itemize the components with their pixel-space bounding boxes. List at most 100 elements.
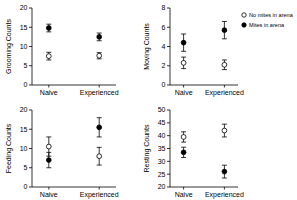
y-tick-label: 15 xyxy=(20,24,28,31)
point xyxy=(46,144,51,149)
x-tick xyxy=(48,187,49,190)
error-cap xyxy=(181,51,186,52)
error-bar xyxy=(46,152,51,167)
y-tick xyxy=(29,187,32,188)
legend-marker xyxy=(242,13,246,17)
point xyxy=(46,26,51,31)
error-bar xyxy=(97,118,102,137)
y-tick-label: 45 xyxy=(158,119,166,126)
y-tick xyxy=(167,122,170,123)
marks xyxy=(181,124,227,178)
point xyxy=(222,169,227,174)
error-cap xyxy=(97,33,102,34)
error-cap xyxy=(222,38,227,39)
y-tick xyxy=(29,129,32,130)
error-bar xyxy=(46,24,51,32)
y-tick xyxy=(29,65,32,66)
y-tick xyxy=(167,110,170,111)
y-tick-label: 5 xyxy=(24,62,28,69)
y-axis-label: Feeding Counts xyxy=(5,123,13,173)
legend-label: No mites in arena xyxy=(249,12,294,18)
error-cap xyxy=(46,152,51,153)
error-cap xyxy=(181,157,186,158)
y-tick-label: 8 xyxy=(162,4,166,11)
error-cap xyxy=(181,68,186,69)
y-tick xyxy=(167,46,170,47)
y-tick-label: 2 xyxy=(162,62,166,69)
x-axis xyxy=(170,187,238,188)
error-bar xyxy=(222,124,227,137)
point xyxy=(181,150,186,155)
y-tick xyxy=(167,174,170,175)
y-tick-label: 0 xyxy=(24,81,28,88)
x-tick-label: Experienced xyxy=(205,89,244,97)
y-tick xyxy=(29,27,32,28)
point xyxy=(181,40,186,45)
error-cap xyxy=(97,136,102,137)
x-tick-label: Naive xyxy=(40,89,58,96)
x-tick-label: Experienced xyxy=(80,191,119,199)
y-tick xyxy=(167,148,170,149)
y-tick-label: 5 xyxy=(24,164,28,171)
error-bar xyxy=(46,52,51,60)
error-cap xyxy=(222,124,227,125)
error-cap xyxy=(222,59,227,60)
point xyxy=(46,54,51,59)
error-cap xyxy=(97,117,102,118)
error-cap xyxy=(181,131,186,132)
y-tick xyxy=(167,187,170,188)
y-axis-label: Moving Counts xyxy=(143,23,151,70)
panel: 20253035404550NaiveExperiencedResting Co… xyxy=(143,106,244,199)
x-axis xyxy=(170,85,238,86)
error-bar xyxy=(97,53,102,59)
x-tick xyxy=(99,85,100,88)
error-cap xyxy=(222,69,227,70)
y-tick-label: 10 xyxy=(20,145,28,152)
panel: 05101520NaiveExperiencedGrooming Counts xyxy=(5,4,119,97)
y-tick-label: 20 xyxy=(20,4,28,11)
x-tick xyxy=(99,187,100,190)
error-cap xyxy=(181,33,186,34)
y-tick-label: 0 xyxy=(24,183,28,190)
point xyxy=(222,28,227,33)
y-tick-label: 40 xyxy=(158,132,166,139)
error-bar xyxy=(222,21,227,38)
y-tick-label: 30 xyxy=(158,158,166,165)
marks xyxy=(46,24,101,60)
point xyxy=(97,53,102,58)
point xyxy=(97,154,102,159)
point xyxy=(46,158,51,163)
x-tick-label: Naive xyxy=(40,191,58,198)
error-bar xyxy=(222,60,227,70)
figure: 05101520NaiveExperiencedGrooming Counts0… xyxy=(0,0,297,200)
x-tick-label: Naive xyxy=(175,191,193,198)
x-axis xyxy=(32,85,116,86)
x-tick-label: Experienced xyxy=(80,89,119,97)
error-cap xyxy=(222,136,227,137)
point xyxy=(97,125,102,130)
y-tick xyxy=(29,46,32,47)
x-axis xyxy=(32,187,116,188)
error-cap xyxy=(46,24,51,25)
y-tick-label: 4 xyxy=(162,43,166,50)
panel: 05101520NaiveExperiencedFeeding Counts xyxy=(5,106,119,199)
y-tick xyxy=(167,65,170,66)
error-bar xyxy=(181,34,186,51)
y-tick xyxy=(167,161,170,162)
point xyxy=(222,62,227,67)
error-cap xyxy=(46,59,51,60)
error-bar xyxy=(181,132,186,142)
marks xyxy=(46,118,101,168)
y-tick xyxy=(29,8,32,9)
y-tick-label: 0 xyxy=(162,81,166,88)
legend-marker xyxy=(242,23,246,27)
x-tick xyxy=(224,187,225,190)
point xyxy=(181,60,186,65)
point xyxy=(222,128,227,133)
y-tick xyxy=(29,110,32,111)
error-bar xyxy=(97,147,102,165)
error-cap xyxy=(97,147,102,148)
legend-label: Mites in arena xyxy=(249,22,285,28)
point xyxy=(97,34,102,39)
y-tick xyxy=(167,85,170,86)
